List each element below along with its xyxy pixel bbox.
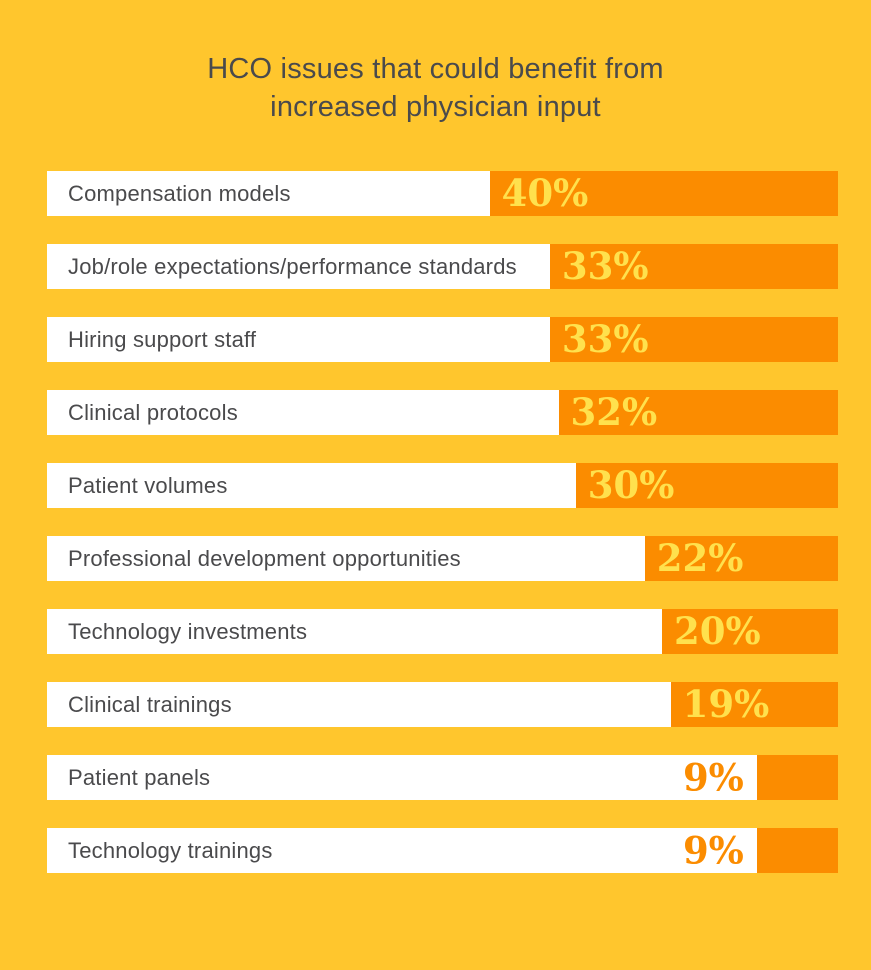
- value-label: 33%: [561, 317, 649, 361]
- bar-fill: [756, 755, 838, 800]
- value-label: 30%: [587, 463, 675, 507]
- value-label: 19%: [682, 682, 770, 726]
- bar-fill: 33%: [549, 244, 838, 289]
- bar-row: Patient panels 9%: [47, 755, 838, 800]
- value-label: 9%: [682, 828, 744, 872]
- value-label: 32%: [570, 390, 658, 434]
- bar-row: Technology investments 20%: [47, 609, 838, 654]
- bar-fill: 32%: [558, 390, 838, 435]
- value-label: 33%: [561, 244, 649, 288]
- bar-row: Technology trainings 9%: [47, 828, 838, 873]
- category-label: Compensation models: [68, 180, 291, 206]
- value-label: 40%: [501, 171, 589, 215]
- category-label: Hiring support staff: [68, 326, 257, 352]
- category-label: Patient panels: [68, 764, 211, 790]
- bar-fill: 22%: [644, 536, 838, 581]
- bar-fill: [756, 828, 838, 873]
- value-label: 22%: [656, 536, 744, 580]
- bar-row: Compensation models 40%: [47, 171, 838, 216]
- infographic-canvas: HCO issues that could benefit from increa…: [0, 50, 871, 970]
- bar-fill: 20%: [662, 609, 838, 654]
- bar-chart: Compensation models 40% Job/role expecta…: [47, 171, 838, 873]
- bar-row: Professional development opportunities 2…: [47, 536, 838, 581]
- category-label: Professional development opportunities: [68, 545, 461, 571]
- bar-fill: 40%: [489, 171, 838, 216]
- chart-title: HCO issues that could benefit from increa…: [0, 50, 871, 126]
- bar-row: Hiring support staff 33%: [47, 317, 838, 362]
- category-label: Clinical trainings: [68, 691, 232, 717]
- bar-fill: 30%: [575, 463, 838, 508]
- bar-row: Clinical protocols 32%: [47, 390, 838, 435]
- category-label: Clinical protocols: [68, 399, 238, 425]
- chart-title-line-2: increased physician input: [270, 91, 601, 123]
- category-label: Patient volumes: [68, 472, 228, 498]
- bar-row: Patient volumes 30%: [47, 463, 838, 508]
- bar-row: Job/role expectations/performance standa…: [47, 244, 838, 289]
- category-label: Technology trainings: [68, 837, 273, 863]
- category-label: Job/role expectations/performance standa…: [68, 253, 517, 279]
- bar-fill: 33%: [549, 317, 838, 362]
- category-label: Technology investments: [68, 618, 308, 644]
- bar-row: Clinical trainings 19%: [47, 682, 838, 727]
- chart-title-line-1: HCO issues that could benefit from: [207, 53, 664, 85]
- value-label: 20%: [674, 609, 761, 653]
- bar-fill: 19%: [670, 682, 838, 727]
- value-label: 9%: [682, 755, 744, 799]
